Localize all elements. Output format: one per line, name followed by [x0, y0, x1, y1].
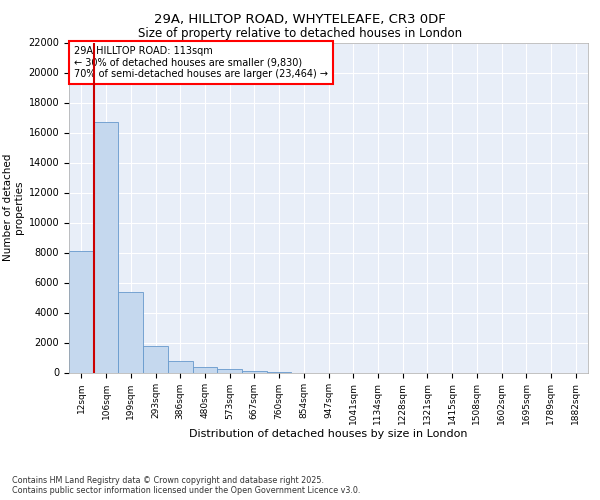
Text: Size of property relative to detached houses in London: Size of property relative to detached ho… [138, 28, 462, 40]
Bar [242, 370, 267, 372]
Bar [118, 292, 143, 372]
Bar [143, 346, 168, 372]
X-axis label: Distribution of detached houses by size in London: Distribution of detached houses by size … [189, 428, 468, 438]
Bar [94, 122, 118, 372]
Text: 29A HILLTOP ROAD: 113sqm
← 30% of detached houses are smaller (9,830)
70% of sem: 29A HILLTOP ROAD: 113sqm ← 30% of detach… [74, 46, 328, 79]
Bar [69, 251, 94, 372]
Text: 29A, HILLTOP ROAD, WHYTELEAFE, CR3 0DF: 29A, HILLTOP ROAD, WHYTELEAFE, CR3 0DF [154, 12, 446, 26]
Y-axis label: Number of detached
properties: Number of detached properties [2, 154, 24, 261]
Bar [193, 367, 217, 372]
Bar [168, 361, 193, 372]
Text: Contains HM Land Registry data © Crown copyright and database right 2025.
Contai: Contains HM Land Registry data © Crown c… [12, 476, 361, 495]
Bar [217, 370, 242, 372]
